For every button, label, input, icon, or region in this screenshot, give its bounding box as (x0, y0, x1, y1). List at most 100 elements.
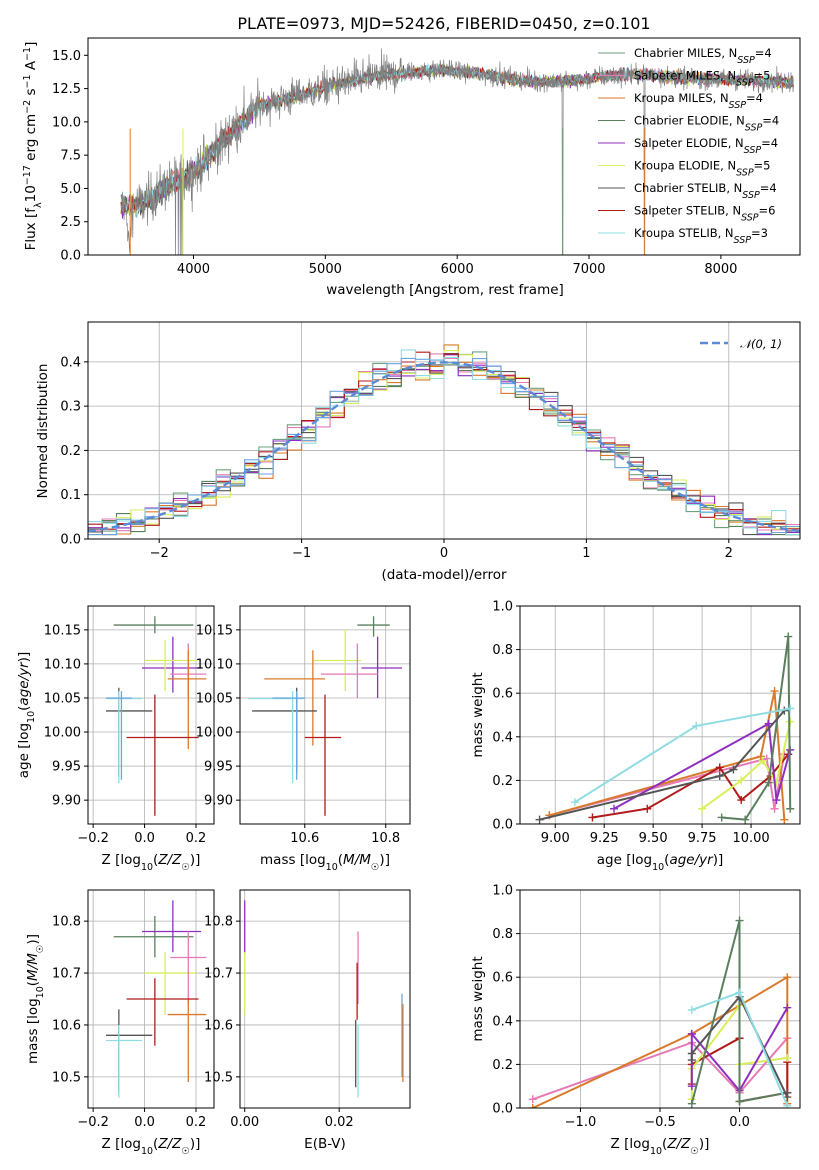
y-tick-label: 10.6 (204, 1018, 233, 1033)
errorbar-point-2 (144, 640, 196, 692)
plot-area (106, 900, 207, 1098)
legend-label-6: Chabrier STELIB, NSSP=4 (634, 181, 777, 201)
legend-label-8: Kroupa STELIB, NSSP=3 (634, 226, 768, 246)
label-part: 10 (26, 711, 37, 723)
plot-area (88, 344, 800, 536)
y-tick-label: 10.8 (52, 915, 81, 930)
errorbar-point-6 (106, 691, 142, 784)
label-part: Flux [f (23, 207, 39, 251)
label-part: age/yr (16, 661, 32, 706)
y-tick-label: 10.5 (204, 1070, 233, 1085)
y-tick-label: 0.0 (60, 249, 81, 264)
plot-area (528, 916, 792, 1108)
y-tick-label: 0.6 (492, 971, 513, 986)
errorbar-point-7 (106, 691, 132, 780)
label-part: age [log (597, 852, 652, 868)
weight-marker (643, 804, 652, 813)
x-tick-label: 5000 (309, 262, 342, 277)
weight-marker (770, 804, 779, 813)
weight-marker (687, 1049, 696, 1058)
axes-frame: 4000 5000 6000 7000 8000 0.0 2.5 5.0 7.5 10.0 12.5… (22, 37, 801, 298)
label-part: SSP (736, 77, 754, 88)
x-axis-label: Z [log10(Z/Z☉)] (102, 852, 201, 873)
label-part: mass [log (260, 852, 326, 868)
weight-marker (783, 1088, 792, 1097)
axes-border (87, 37, 801, 256)
errorbar-point-4 (167, 999, 207, 1083)
label-part: ☉ (690, 1146, 699, 1157)
x-tick-label: −1.0 (565, 1115, 597, 1130)
y-tick-label: 10.8 (204, 915, 233, 930)
label-part: ( (338, 852, 343, 868)
legend-label-normal: 𝒩(0, 1) (740, 337, 782, 351)
label-part: 10 (650, 1146, 662, 1157)
errorbar-point-2 (144, 952, 196, 1015)
panel-age-vs-Z: −0.2 0.0 0.2 9.90 9.95 10.00 10.05 10.10 10.15 Z … (16, 605, 215, 873)
label-part: SSP (737, 55, 755, 66)
label-part: Chabrier MILES, N (634, 46, 737, 60)
weight-marker (687, 1099, 696, 1108)
normal-curve (88, 361, 800, 533)
x-axis-label: (data-model)/error (381, 567, 507, 583)
x-tick-label: 9.25 (590, 831, 619, 846)
axes-frame: −2 −1 0 1 2 0.0 0.1 0.2 0.3 0.4 𝒩(0, 1) (data-model… (35, 321, 801, 583)
label-part: ] (23, 42, 39, 47)
label-part: =4 (755, 46, 772, 60)
y-tick-label: 10.5 (52, 1070, 81, 1085)
label-part: 10 (652, 862, 664, 873)
weight-marker (783, 1003, 792, 1012)
label-part: )] (190, 1136, 201, 1152)
weight-marker (783, 1053, 792, 1062)
x-tick-label: 9.00 (541, 831, 570, 846)
y-tick-label: 10.15 (44, 623, 81, 638)
axes-border (87, 605, 215, 825)
errorbar-point-4 (264, 650, 325, 746)
legend-label-1: Salpeter MILES, NSSP=5 (634, 69, 771, 89)
weight-marker (735, 988, 744, 997)
weight-line-0 (549, 754, 786, 817)
weight-marker (588, 813, 597, 822)
x-tick-label: 6000 (441, 262, 474, 277)
label-part: =4 (761, 136, 778, 150)
label-part: −2 (22, 100, 33, 114)
y-tick-label: 15.0 (52, 49, 81, 64)
panel-spectrum: 4000 5000 6000 7000 8000 0.0 2.5 5.0 7.5 10.0 12.5… (22, 37, 801, 298)
y-tick-label: 0.2 (492, 774, 513, 789)
x-tick-label: 0.0 (134, 1115, 155, 1130)
label-part: =4 (760, 181, 777, 195)
weight-marker (692, 721, 701, 730)
weight-marker (729, 765, 738, 774)
label-part: 10 (141, 1146, 153, 1157)
y-tick-label: 0.8 (492, 927, 513, 942)
label-part: )] (713, 852, 724, 868)
label-part: )] (16, 652, 32, 663)
axes-border (239, 605, 411, 825)
weight-marker (741, 815, 750, 824)
legend-label-4: Salpeter ELODIE, NSSP=4 (634, 136, 778, 156)
label-part: 10 (23, 185, 39, 202)
x-tick-label: 0.02 (325, 1115, 354, 1130)
weight-marker (528, 1095, 537, 1104)
weight-marker (735, 1097, 744, 1106)
x-tick-label: 9.75 (688, 831, 717, 846)
label-part: age/yr (669, 852, 714, 868)
weight-line-4 (613, 722, 792, 810)
x-tick-label: 10.00 (732, 831, 769, 846)
label-part: −1 (22, 74, 33, 88)
y-tick-label: 10.05 (196, 691, 233, 706)
histogram-series-8 (88, 349, 800, 536)
x-axis-label: Z [log10(Z/Z☉)] (102, 1136, 201, 1157)
panel-mass-vs-ebv: 0.00 0.02 10.5 10.6 10.7 10.8 E(B-V) (204, 889, 411, 1152)
label-part: =4 (746, 91, 763, 105)
y-tick-label: 0.4 (492, 730, 513, 745)
y-tick-label: 10.00 (44, 726, 81, 741)
plot-area (535, 632, 795, 824)
errorbar-point-2 (312, 629, 362, 692)
y-tick-label: 9.95 (204, 760, 233, 775)
label-part: ( (662, 1136, 667, 1152)
axes-border (239, 889, 411, 1109)
axes-frame: −0.2 0.0 0.2 9.90 9.95 10.00 10.05 10.10 10.15 Z … (16, 605, 215, 873)
weight-marker (687, 1005, 696, 1014)
label-part: Kroupa ELODIE, N (634, 159, 736, 173)
weight-marker (784, 632, 793, 641)
